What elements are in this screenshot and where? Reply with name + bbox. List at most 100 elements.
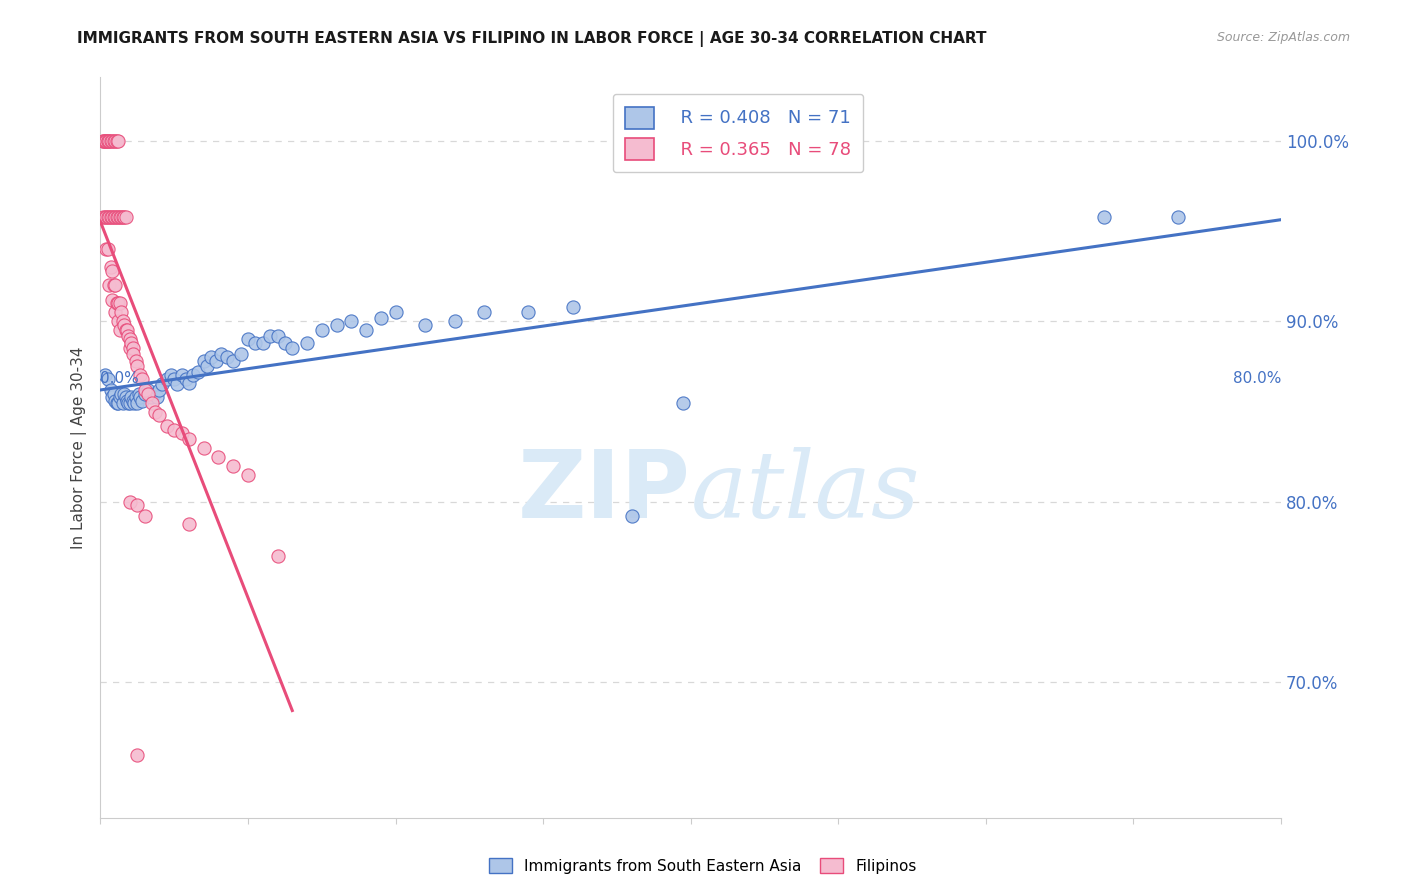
Point — [104, 278, 127, 293]
Point — [97, 242, 120, 256]
Point — [131, 393, 153, 408]
Point — [117, 395, 139, 409]
Point — [120, 335, 142, 350]
Point — [98, 134, 121, 148]
Point — [107, 134, 129, 148]
Point — [93, 210, 115, 224]
Point — [104, 134, 127, 148]
Point — [187, 365, 209, 379]
Point — [236, 332, 259, 346]
Point — [93, 134, 115, 148]
Point — [118, 395, 141, 409]
Point — [170, 426, 193, 441]
Point — [620, 509, 643, 524]
Point — [561, 300, 583, 314]
Point — [94, 134, 117, 148]
Point — [325, 318, 347, 332]
Point — [100, 210, 122, 224]
Point — [134, 386, 156, 401]
Point — [177, 432, 200, 446]
Text: Source: ZipAtlas.com: Source: ZipAtlas.com — [1216, 31, 1350, 45]
Point — [311, 323, 333, 337]
Point — [145, 390, 167, 404]
Point — [200, 351, 222, 365]
Point — [125, 354, 148, 368]
Point — [108, 296, 131, 310]
Point — [110, 386, 132, 401]
Point — [98, 210, 121, 224]
Point — [413, 318, 436, 332]
Point — [104, 305, 127, 319]
Point — [354, 323, 377, 337]
Point — [141, 395, 163, 409]
Point — [100, 134, 122, 148]
Point — [124, 395, 146, 409]
Point — [148, 383, 170, 397]
Point — [134, 509, 156, 524]
Point — [170, 368, 193, 383]
Point — [110, 210, 132, 224]
Point — [107, 296, 129, 310]
Point — [120, 390, 142, 404]
Point — [111, 395, 134, 409]
Point — [101, 134, 124, 148]
Point — [100, 383, 122, 397]
Text: ZIP: ZIP — [517, 446, 690, 538]
Text: 0.0%: 0.0% — [100, 371, 139, 386]
Point — [101, 390, 124, 404]
Point — [100, 260, 122, 274]
Point — [98, 278, 121, 293]
Y-axis label: In Labor Force | Age 30-34: In Labor Force | Age 30-34 — [72, 346, 87, 549]
Point — [259, 328, 281, 343]
Point — [370, 310, 392, 325]
Point — [129, 368, 152, 383]
Point — [111, 314, 134, 328]
Point — [156, 419, 179, 434]
Point — [127, 359, 149, 374]
Point — [96, 134, 118, 148]
Legend: Immigrants from South Eastern Asia, Filipinos: Immigrants from South Eastern Asia, Fili… — [484, 852, 922, 880]
Point — [97, 372, 120, 386]
Text: 80.0%: 80.0% — [1233, 371, 1281, 386]
Point — [96, 242, 118, 256]
Point — [122, 342, 145, 356]
Point — [107, 395, 129, 409]
Point — [517, 305, 540, 319]
Point — [340, 314, 363, 328]
Point — [127, 499, 149, 513]
Point — [105, 395, 128, 409]
Point — [93, 134, 115, 148]
Point — [134, 383, 156, 397]
Point — [108, 323, 131, 337]
Point — [103, 386, 125, 401]
Point — [111, 210, 134, 224]
Point — [94, 368, 117, 383]
Point — [105, 210, 128, 224]
Point — [183, 368, 205, 383]
Point — [115, 393, 138, 408]
Point — [94, 210, 117, 224]
Point — [174, 372, 197, 386]
Point — [127, 395, 149, 409]
Point — [193, 354, 215, 368]
Point — [143, 404, 166, 418]
Point — [118, 332, 141, 346]
Point — [97, 210, 120, 224]
Point — [252, 335, 274, 350]
Point — [152, 377, 174, 392]
Point — [139, 390, 162, 404]
Point — [118, 342, 141, 356]
Point — [101, 293, 124, 307]
Point — [217, 351, 239, 365]
Point — [266, 549, 288, 563]
Point — [160, 368, 183, 383]
Point — [104, 393, 127, 408]
Point — [94, 134, 117, 148]
Point — [204, 354, 226, 368]
Point — [96, 210, 118, 224]
Point — [136, 386, 159, 401]
Point — [127, 747, 149, 762]
Point — [672, 395, 695, 409]
Point — [107, 314, 129, 328]
Point — [177, 376, 200, 390]
